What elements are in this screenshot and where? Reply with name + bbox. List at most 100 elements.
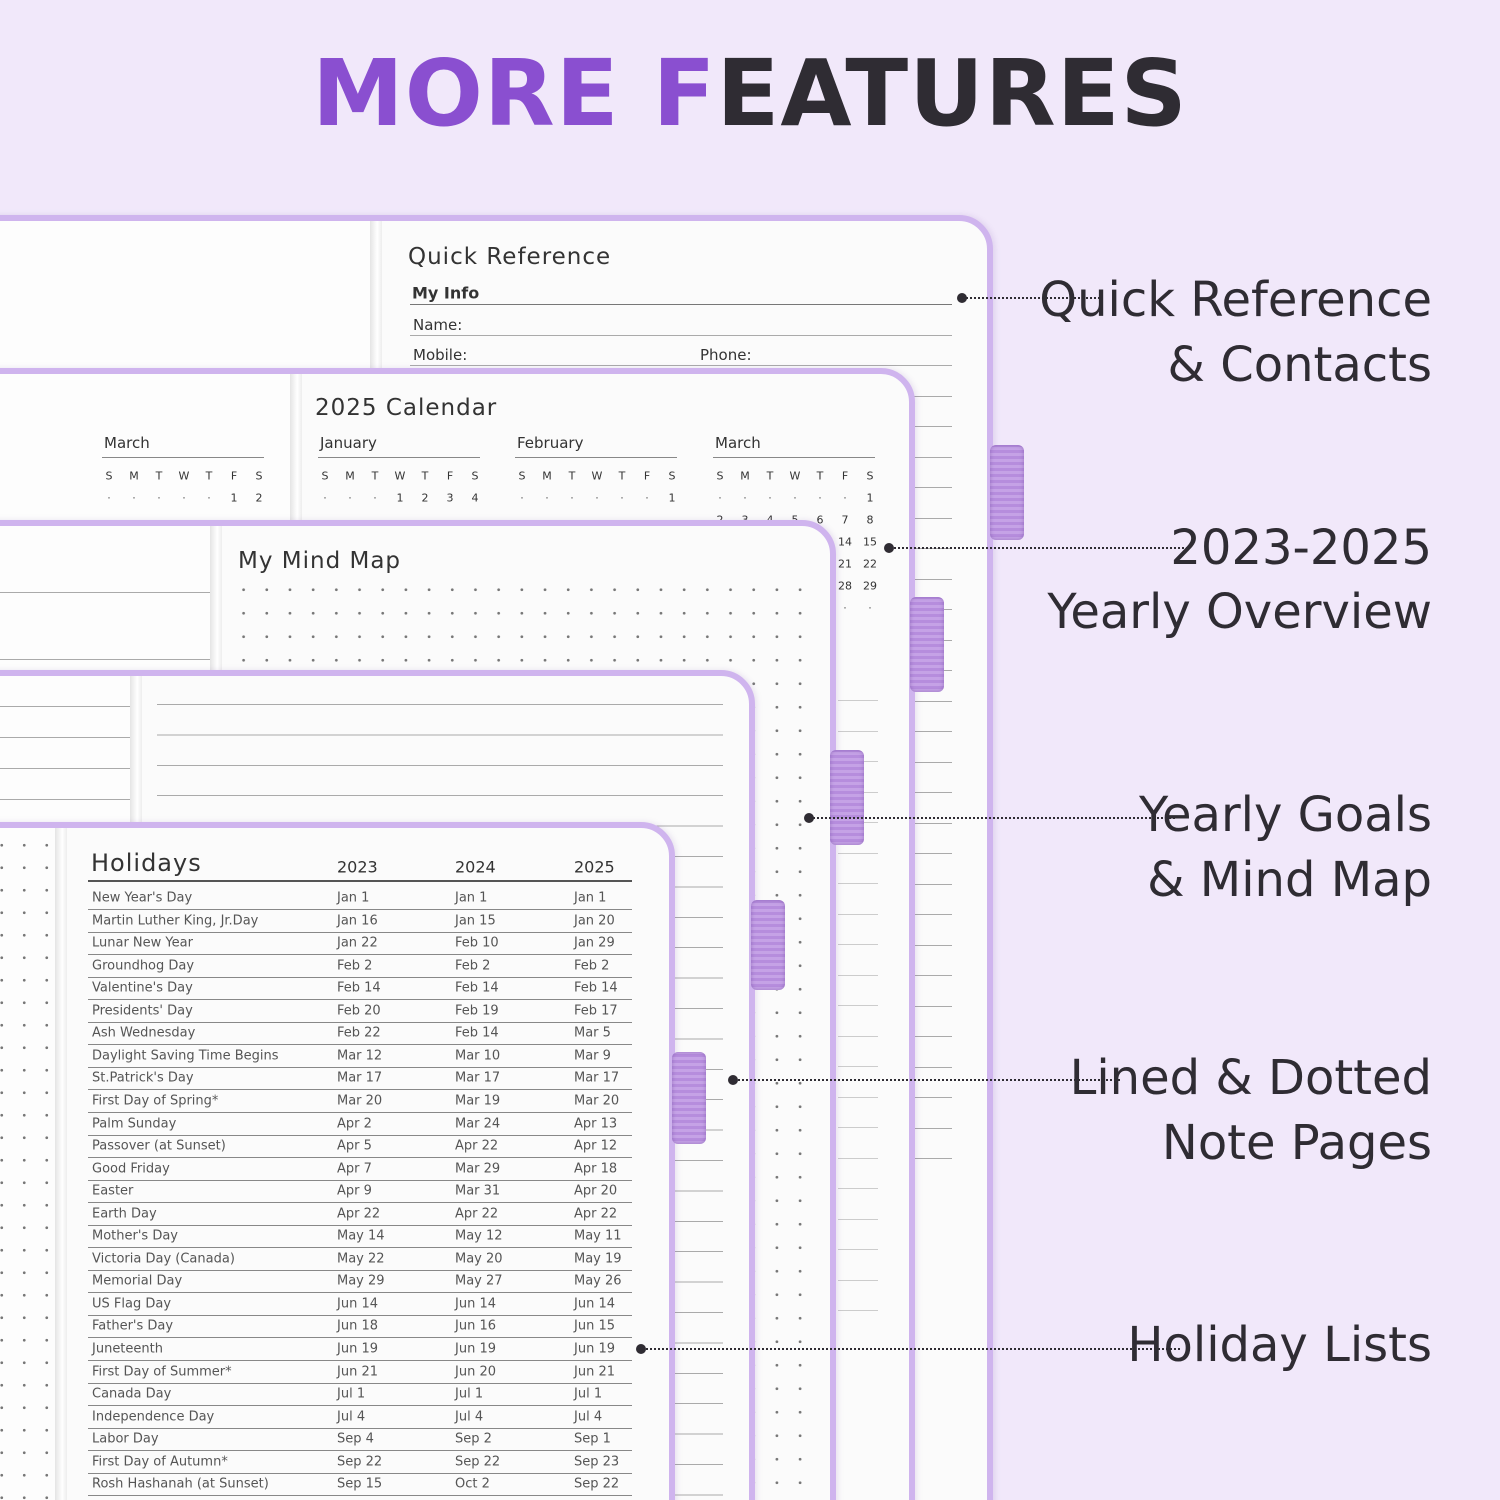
rule — [713, 457, 875, 458]
callout-text: Yearly Goals — [1139, 787, 1432, 843]
rule — [88, 976, 632, 978]
page-title: Quick Reference — [408, 244, 612, 270]
rule — [88, 909, 632, 910]
page-title: 2025 Calendar — [315, 395, 498, 421]
holiday-name: First Day of Summer* — [92, 1364, 232, 1380]
holiday-date: May 26 — [574, 1273, 622, 1289]
empty-day: · — [545, 491, 549, 505]
holiday-date: Jan 16 — [337, 913, 378, 929]
holiday-date: Jun 21 — [574, 1364, 615, 1380]
day-number: 1 — [230, 491, 238, 505]
holiday-date: Apr 5 — [337, 1138, 372, 1154]
holiday-date: Jun 14 — [337, 1296, 378, 1312]
callout-text: 2023-2025 — [1170, 520, 1432, 576]
holiday-date: Apr 22 — [455, 1138, 499, 1154]
empty-day: · — [323, 491, 327, 505]
month-name: February — [517, 434, 584, 452]
holiday-date: Apr 22 — [455, 1206, 499, 1222]
holiday-name: Memorial Day — [92, 1273, 183, 1289]
empty-day: · — [182, 491, 186, 505]
holiday-name: First Day of Spring* — [92, 1093, 219, 1109]
holiday-date: Jul 4 — [574, 1409, 603, 1425]
holiday-date: Jan 1 — [337, 890, 370, 906]
holiday-name: St.Patrick's Day — [92, 1070, 194, 1086]
holiday-date: Mar 12 — [337, 1048, 383, 1064]
rule — [88, 1269, 632, 1271]
rule — [410, 365, 952, 366]
field-label: Name: — [413, 316, 463, 334]
callout-text: Yearly Overview — [1047, 584, 1432, 640]
rule — [88, 1337, 632, 1339]
holiday-date: Jun 19 — [455, 1341, 496, 1357]
holiday-date: Apr 13 — [574, 1116, 618, 1131]
holiday-name: Easter — [92, 1183, 134, 1199]
holiday-date: Sep 1 — [574, 1431, 611, 1447]
weekday-label: M — [740, 469, 750, 483]
callout-leader — [809, 817, 1175, 819]
rule — [88, 1179, 632, 1181]
holiday-date: Jul 4 — [337, 1409, 366, 1425]
holiday-name: Lunar New Year — [92, 935, 193, 951]
holiday-date: May 12 — [455, 1228, 503, 1244]
day-number: 22 — [863, 557, 877, 571]
holiday-date: Sep 2 — [455, 1431, 492, 1447]
day-number: 29 — [863, 579, 877, 593]
holiday-date: Mar 9 — [574, 1048, 611, 1064]
holiday-date: Feb 22 — [337, 1025, 381, 1041]
holiday-date: Jan 20 — [574, 913, 615, 929]
rule — [88, 1314, 632, 1316]
empty-day: · — [645, 491, 649, 505]
day-number: 8 — [866, 513, 874, 527]
rule — [88, 931, 632, 933]
month-name: January — [320, 434, 377, 452]
holiday-date: Sep 22 — [455, 1454, 501, 1470]
holiday-name: Valentine's Day — [92, 980, 193, 996]
holiday-date: Jun 15 — [574, 1318, 615, 1334]
day-number: 21 — [838, 557, 852, 571]
holiday-date: Mar 31 — [455, 1183, 501, 1199]
holiday-date: Jun 20 — [455, 1364, 496, 1380]
holiday-date: Mar 29 — [455, 1161, 501, 1177]
holiday-name: First Day of Autumn* — [92, 1454, 228, 1470]
weekday-label: M — [345, 469, 355, 483]
holiday-date: Mar 17 — [337, 1070, 383, 1086]
empty-day: · — [620, 491, 624, 505]
month-name: March — [715, 434, 761, 452]
holiday-date: Jan 1 — [455, 890, 488, 906]
holidays-notebook: Holidays 2023 2024 2025 New Year's Day Jan 1 J… — [0, 822, 675, 1500]
rule — [88, 880, 632, 882]
empty-day: · — [843, 601, 847, 615]
holiday-date: Jun 18 — [337, 1318, 378, 1334]
holiday-date: Jan 29 — [574, 935, 615, 951]
weekday-label: T — [816, 469, 824, 483]
month-name: March — [104, 434, 150, 452]
weekday-label: T — [568, 469, 576, 483]
holiday-date: Feb 14 — [574, 980, 618, 996]
weekday-label: T — [205, 469, 213, 483]
holiday-name: Canada Day — [92, 1386, 172, 1402]
holiday-date: Mar 24 — [455, 1116, 501, 1131]
weekday-label: S — [716, 469, 724, 483]
holiday-date: Jan 22 — [337, 935, 378, 951]
page-title: Holidays — [91, 849, 202, 877]
rule — [88, 1292, 632, 1294]
holiday-date: Jun 14 — [455, 1296, 496, 1312]
rule — [838, 1096, 878, 1098]
weekday-label: S — [105, 469, 113, 483]
rule — [838, 1279, 878, 1281]
holiday-date: Jun 21 — [337, 1364, 378, 1380]
rule — [838, 1218, 878, 1220]
rule — [88, 1224, 632, 1226]
rule — [88, 1382, 632, 1384]
empty-day: · — [207, 491, 211, 505]
rule — [838, 883, 878, 884]
rule — [838, 852, 878, 854]
holiday-date: Sep 22 — [337, 1454, 383, 1470]
holiday-name: Groundhog Day — [92, 958, 195, 974]
rule — [88, 1044, 632, 1046]
weekday-label: F — [230, 469, 238, 483]
empty-day: · — [868, 601, 872, 615]
weekday-label: S — [321, 469, 329, 483]
holiday-date: Jul 1 — [455, 1386, 484, 1402]
